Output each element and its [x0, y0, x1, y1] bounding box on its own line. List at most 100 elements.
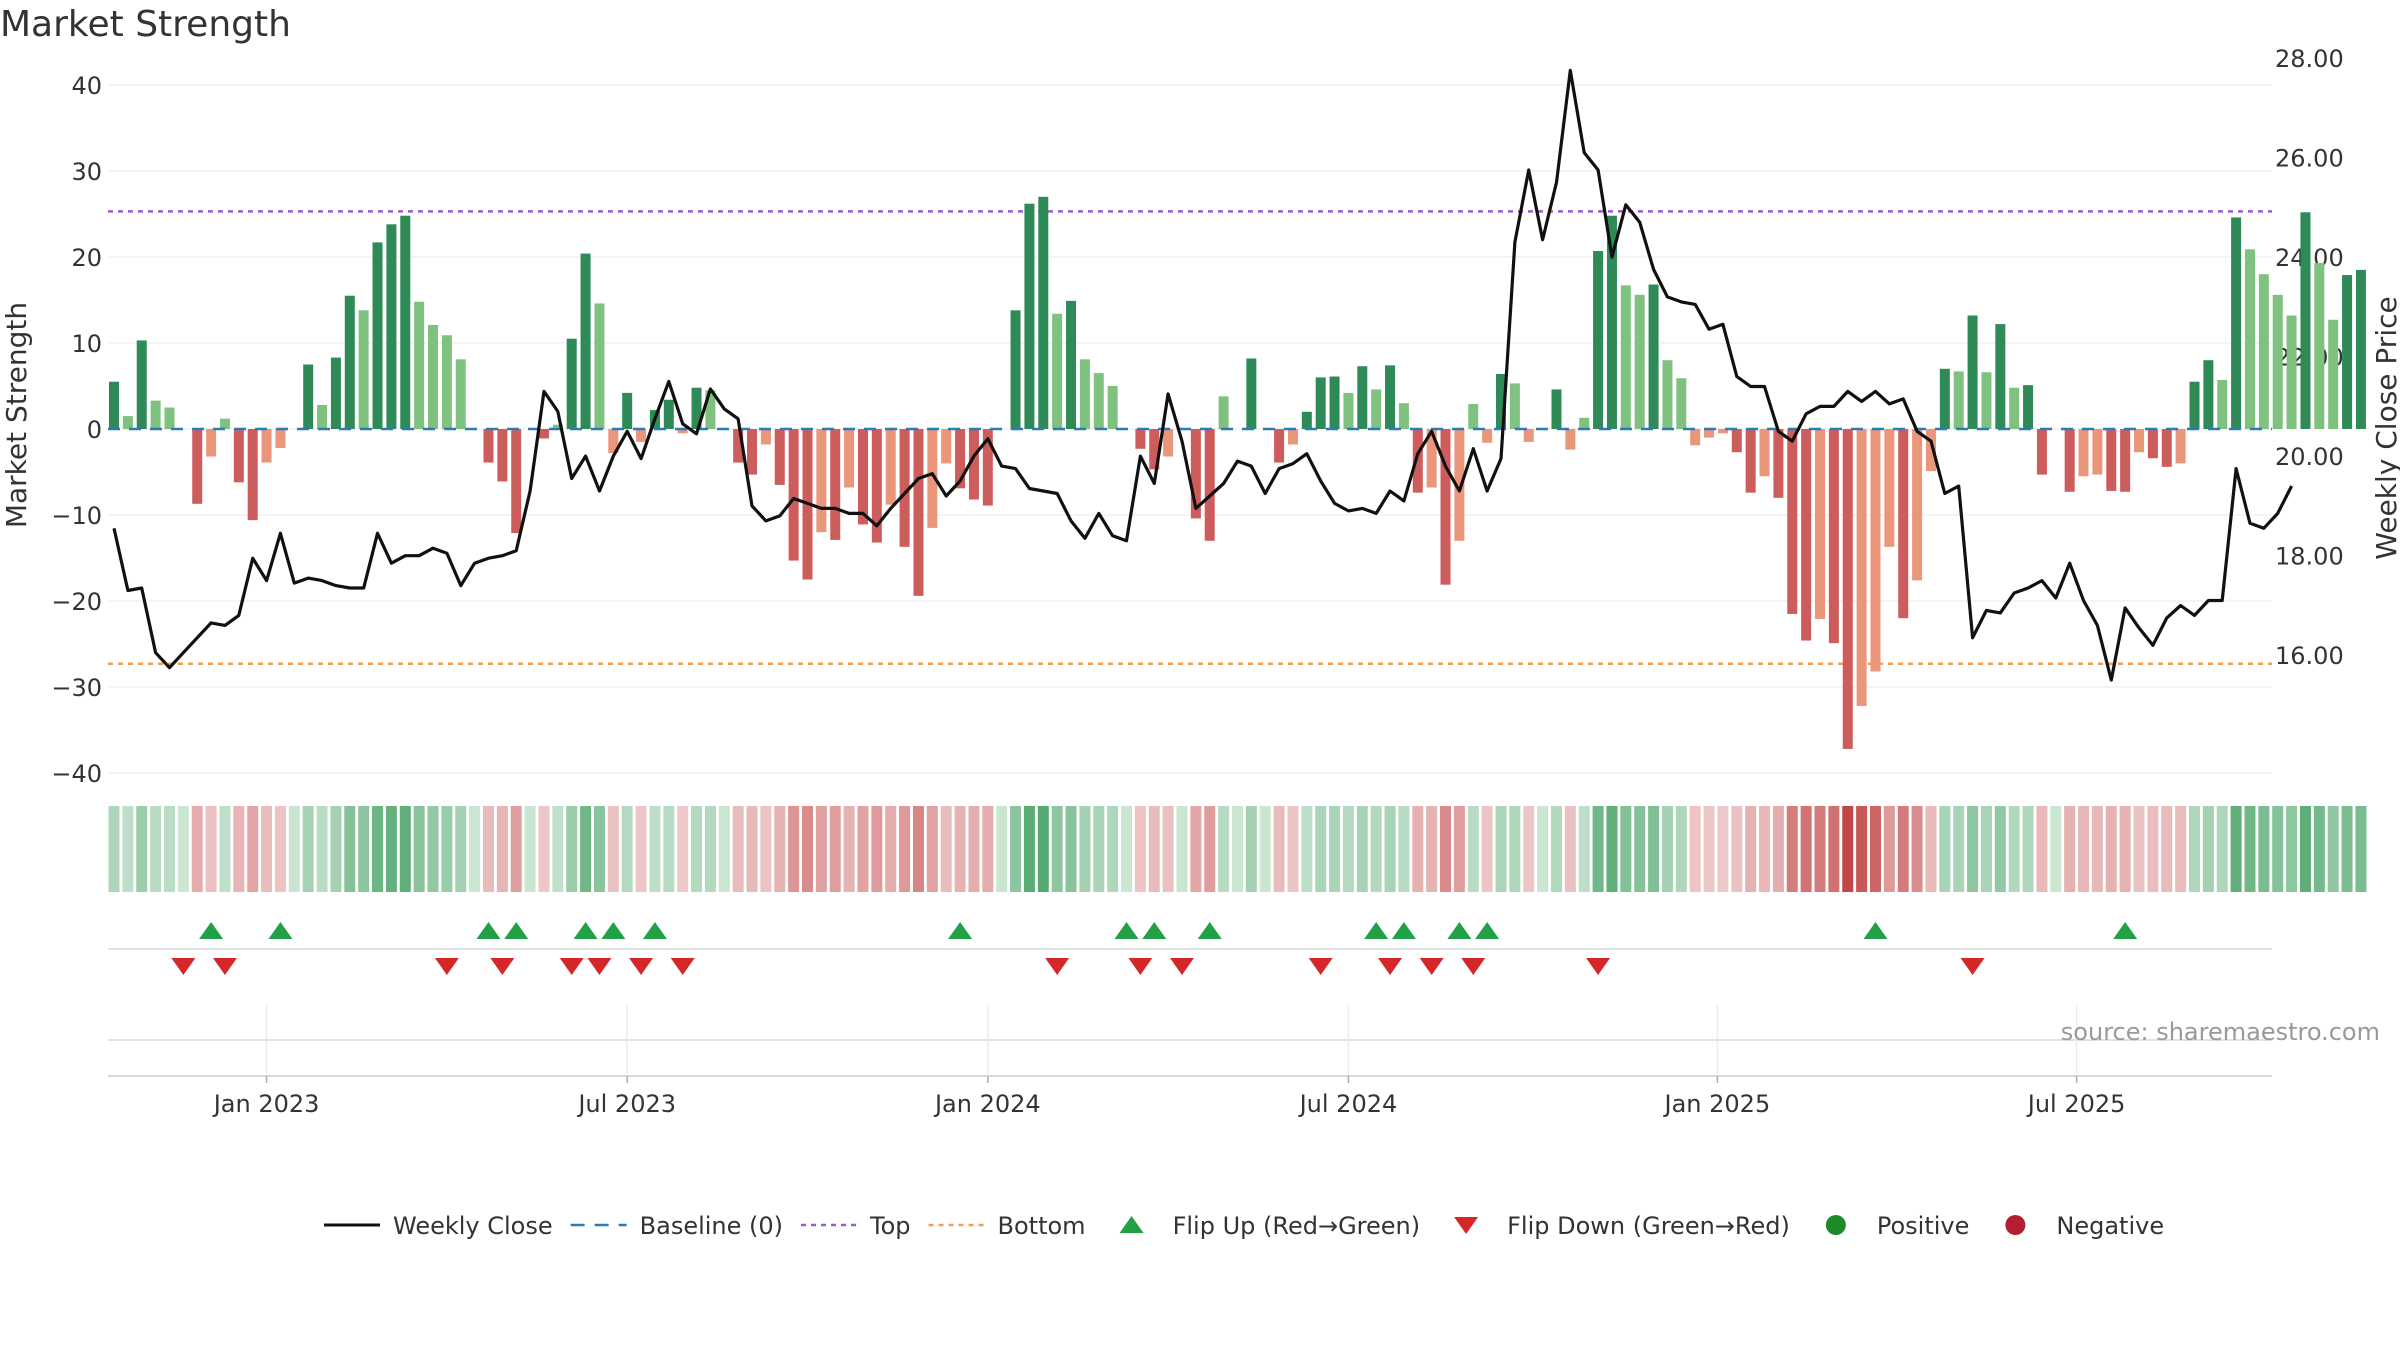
flip-down-marker [1169, 958, 1194, 975]
strength-bar [428, 324, 439, 429]
strength-bar [1648, 284, 1659, 429]
heat-cell [2161, 806, 2173, 892]
strength-bar [1523, 429, 1534, 442]
strength-bar [1717, 429, 1728, 434]
heat-cell [621, 806, 633, 892]
heat-cell [1342, 806, 1354, 892]
strength-bar [760, 429, 771, 445]
heat-cell [1953, 806, 1965, 892]
legend-label: Top [869, 1212, 911, 1240]
heat-cell [2189, 806, 2200, 892]
heat-cell [1148, 806, 1160, 892]
heat-cell [136, 806, 148, 892]
strength-bar [1468, 404, 1479, 429]
flip-down-marker [1419, 958, 1444, 975]
strength-bar [1759, 429, 1770, 477]
heat-cell [552, 806, 564, 892]
strength-bar [2120, 429, 2131, 492]
heat-cell [857, 806, 869, 892]
flip-down-marker [1378, 958, 1403, 975]
heat-cell [996, 806, 1008, 892]
heat-cell [1689, 806, 1701, 892]
heat-cell [1107, 806, 1119, 892]
heat-cell [1731, 806, 1743, 892]
strength-bar [2161, 429, 2172, 467]
strength-bar [1912, 429, 1923, 581]
x-tick-label: Jan 2023 [212, 1090, 320, 1118]
strength-bar [1329, 376, 1340, 429]
strength-bar [691, 387, 702, 429]
strength-bar [1634, 294, 1645, 429]
heat-cell [899, 806, 911, 892]
legend-label: Flip Up (Red→Green) [1173, 1212, 1421, 1240]
heat-cell [122, 806, 134, 892]
heat-cell [663, 806, 675, 892]
strength-bar [344, 295, 355, 429]
flip-up-marker [504, 922, 529, 939]
heat-cell [1079, 806, 1091, 892]
heat-cell [1509, 806, 1521, 892]
left-tick-label: 30 [71, 158, 102, 186]
heat-cell [2133, 806, 2145, 892]
heat-cell [940, 806, 952, 892]
heat-cell [1980, 806, 1992, 892]
strength-bar [594, 303, 605, 429]
heat-cell [1301, 806, 1313, 892]
strength-bar [885, 429, 896, 505]
strength-bars [108, 196, 2366, 749]
legend-label: Bottom [998, 1212, 1086, 1240]
heat-cell [788, 806, 800, 892]
strength-bar [552, 424, 563, 429]
strength-bar [136, 340, 147, 429]
strength-bar [1315, 377, 1326, 429]
heat-cell [1703, 806, 1715, 892]
flip-up-marker [642, 922, 667, 939]
strength-bar [2106, 429, 2117, 491]
heat-cell [691, 806, 703, 892]
strength-bar [566, 338, 577, 429]
heat-cell [871, 806, 883, 892]
strength-bar [1593, 250, 1604, 429]
legend-swatch-tri-up [1119, 1216, 1144, 1233]
strength-bar [968, 429, 979, 500]
strength-bar [2314, 263, 2325, 429]
flip-up-marker [476, 922, 501, 939]
heat-cell [1786, 806, 1798, 892]
heat-cell [1550, 806, 1562, 892]
strength-bar [1884, 429, 1895, 547]
flip-down-marker [1308, 958, 1333, 975]
strength-bar [1565, 429, 1576, 450]
strength-bar [1066, 300, 1077, 429]
heat-cell [2008, 806, 2020, 892]
heat-cell [2244, 806, 2256, 892]
strength-bar [386, 224, 397, 429]
strength-bar [441, 335, 452, 429]
strength-bar [1093, 373, 1104, 429]
strength-bar [1218, 396, 1229, 429]
strength-bar [927, 429, 938, 528]
heat-cell [2078, 806, 2090, 892]
heat-cell [635, 806, 647, 892]
strength-bar [2023, 385, 2034, 429]
left-axis-ticks: 40 30 20 10 0 −10 −20 −30 −40 [51, 72, 102, 788]
strength-bar [1509, 383, 1520, 429]
heat-cell [774, 806, 786, 892]
heat-cell [1675, 806, 1687, 892]
strength-bar [1496, 373, 1506, 429]
legend-swatch-tri-down [1454, 1217, 1479, 1234]
strength-bar [2231, 217, 2242, 429]
strength-bar [1357, 366, 1368, 429]
strength-bar [2272, 294, 2283, 429]
strength-bar [1662, 360, 1673, 429]
heat-cell [1814, 806, 1826, 892]
strength-bar [705, 390, 716, 429]
left-tick-label: −40 [51, 760, 102, 788]
heat-cell [2022, 806, 2034, 892]
flip-down-marker [587, 958, 612, 975]
heat-cell [2341, 806, 2353, 892]
heat-cell [413, 806, 425, 892]
flip-down-marker [171, 958, 196, 975]
flip-up-marker [601, 922, 626, 939]
flip-up-marker [573, 922, 598, 939]
heat-cell [2050, 806, 2062, 892]
